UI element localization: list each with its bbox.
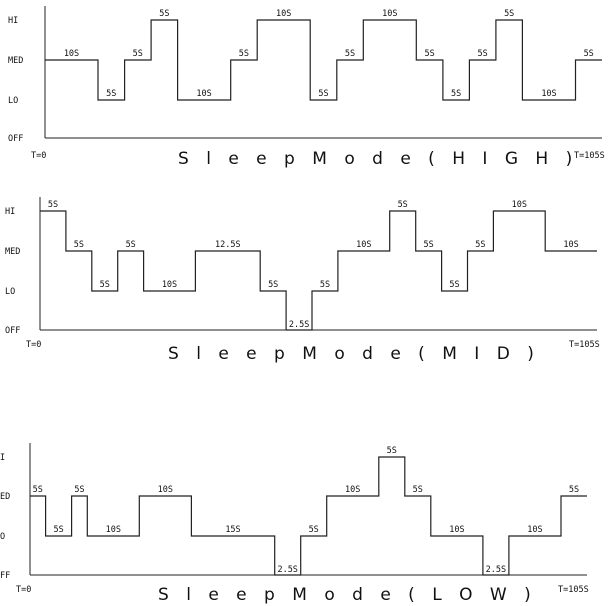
panel-low-segment-label: 10S [449, 525, 464, 535]
panel-mid-segment-label: 10S [356, 240, 371, 250]
panel-mid-level-label-lo: LO [5, 287, 15, 297]
panel-low-segment-label: 5S [569, 485, 579, 495]
panel-high-segment-label: 5S [584, 49, 594, 59]
panel-low-segment-label: 5S [387, 446, 397, 456]
panel-high-segment-label: 10S [382, 9, 397, 19]
panel-high-segment-label: 10S [64, 49, 79, 59]
panel-high-segment-label: 5S [345, 49, 355, 59]
panel-low-level-label-hi: I [0, 453, 5, 463]
panel-low-segment-label: 15S [225, 525, 240, 535]
panel-low-level-label-med: ED [0, 492, 10, 502]
panel-high-level-label-hi: HI [8, 16, 18, 26]
panel-low-time-start: T=0 [16, 585, 31, 595]
panel-low-level-label-off: FF [0, 571, 10, 581]
panel-low-segment-label: 10S [106, 525, 121, 535]
panel-mid-segment-label: 5S [100, 280, 110, 290]
panel-high-segment-label: 10S [276, 9, 291, 19]
panel-mid-segment-label: 5S [126, 240, 136, 250]
panel-high-time-start: T=0 [31, 151, 46, 161]
panel-mid-segment-label: 12.5S [215, 240, 241, 250]
panel-mid-level-label-off: OFF [5, 326, 20, 336]
panel-mid-time-end: T=105S [569, 340, 600, 350]
panel-mid-segment-label: 5S [74, 240, 84, 250]
panel-high-waveform [45, 19, 602, 101]
panel-high-level-label-med: MED [8, 56, 23, 66]
panel-mid-title: S l e e p M o d e ( M I D ) [168, 344, 540, 364]
panel-mid-segment-label: 10S [162, 280, 177, 290]
panel-low-segment-label: 5S [74, 485, 84, 495]
panel-low-waveform [30, 456, 587, 576]
panel-low-segment-label: 5S [309, 525, 319, 535]
panel-mid-level-label-med: MED [5, 247, 20, 257]
panel-mid-segment-label: 5S [268, 280, 278, 290]
panel-low-segment-label: 5S [53, 525, 63, 535]
panel-mid-segment-label: 5S [423, 240, 433, 250]
panel-low-segment-label: 5S [413, 485, 423, 495]
panel-high-segment-label: 5S [424, 49, 434, 59]
panel-high-segment-label: 5S [318, 89, 328, 99]
panel-low-segment-label: 2.5S [486, 565, 506, 575]
panel-mid-segment-label: 5S [320, 280, 330, 290]
panel-high-segment-label: 5S [504, 9, 514, 19]
panel-mid-waveform [40, 210, 597, 331]
panel-mid-time-start: T=0 [26, 340, 41, 350]
panel-high-segment-label: 10S [541, 89, 556, 99]
panel-mid-segment-label: 5S [475, 240, 485, 250]
panel-low-level-label-lo: O [0, 532, 5, 542]
panel-low-time-end: T=105S [558, 585, 589, 595]
panel-low-segment-label: 2.5S [277, 565, 297, 575]
panel-high-segment-label: 5S [477, 49, 487, 59]
panel-low-segment-label: 10S [158, 485, 173, 495]
panel-high-title: S l e e p M o d e ( H I G H ) [178, 149, 578, 169]
panel-high-segment-label: 5S [239, 49, 249, 59]
panel-mid-level-label-hi: HI [5, 207, 15, 217]
panel-high-segment-label: 10S [196, 89, 211, 99]
panel-mid-segment-label: 2.5S [289, 320, 309, 330]
panel-high-level-label-off: OFF [8, 134, 23, 144]
panel-high-segment-label: 5S [106, 89, 116, 99]
panel-low-title: S l e e p M o d e ( L O W ) [158, 585, 537, 605]
panel-mid-segment-label: 10S [512, 200, 527, 210]
panel-high-time-end: T=105S [574, 151, 605, 161]
panel-low-segment-label: 10S [345, 485, 360, 495]
panel-mid-segment-label: 5S [449, 280, 459, 290]
panel-high-segment-label: 5S [159, 9, 169, 19]
panel-high-segment-label: 5S [133, 49, 143, 59]
panel-low-segment-label: 5S [33, 485, 43, 495]
panel-low-segment-label: 10S [527, 525, 542, 535]
panel-mid-segment-label: 10S [563, 240, 578, 250]
panel-mid-segment-label: 5S [48, 200, 58, 210]
panel-high-segment-label: 5S [451, 89, 461, 99]
panel-high-level-label-lo: LO [8, 96, 18, 106]
panel-mid-segment-label: 5S [398, 200, 408, 210]
